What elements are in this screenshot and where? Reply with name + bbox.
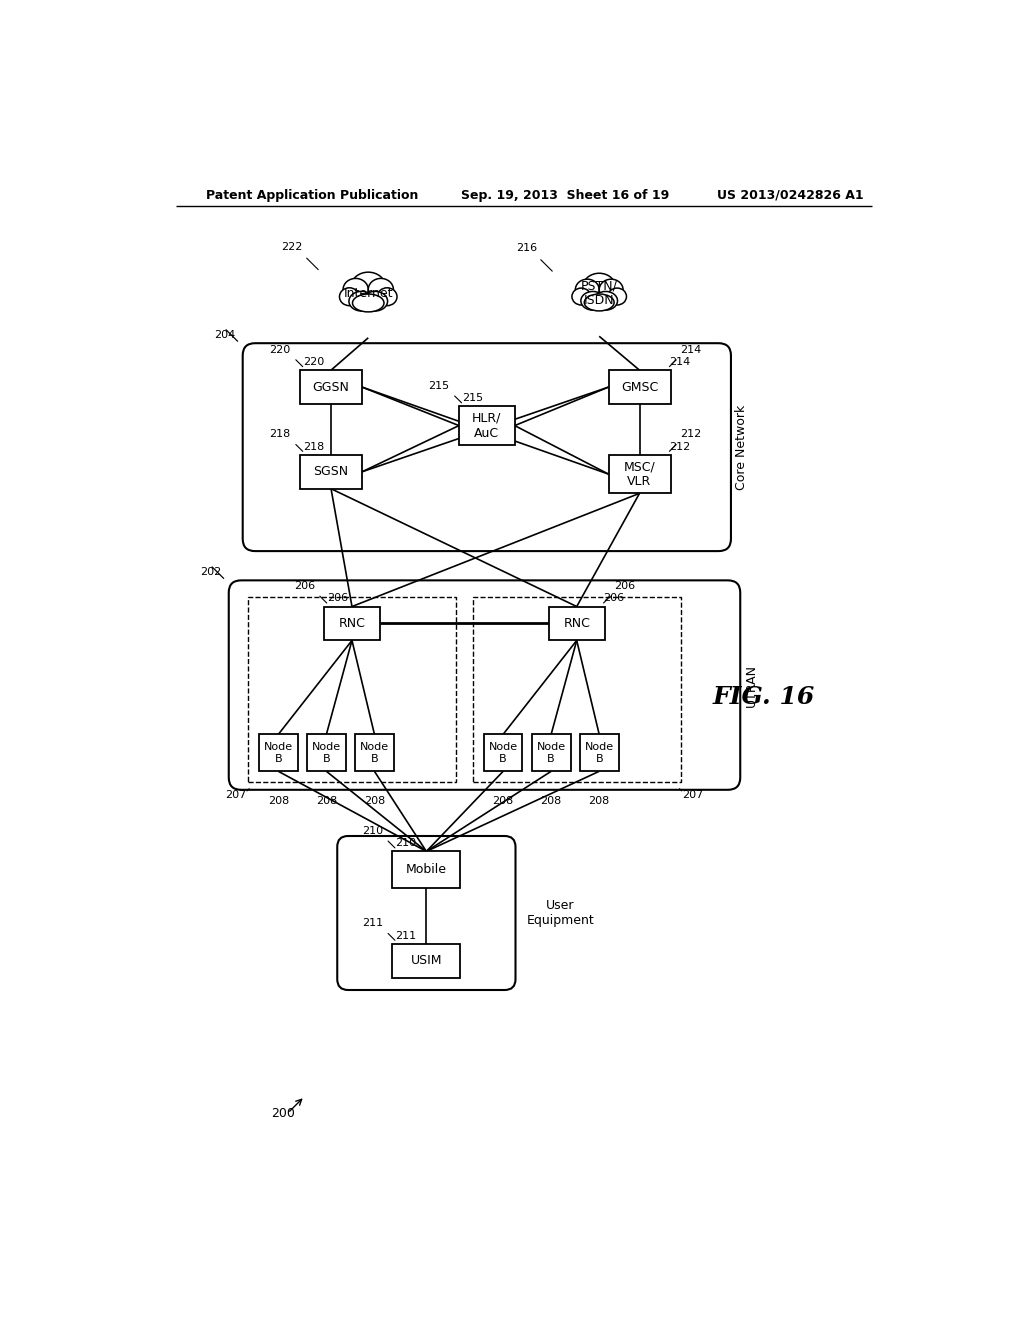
Text: 206: 206 bbox=[614, 581, 635, 591]
Text: US 2013/0242826 A1: US 2013/0242826 A1 bbox=[717, 189, 863, 202]
Text: Node
B: Node B bbox=[359, 742, 389, 764]
Bar bbox=[580, 734, 618, 771]
Text: Core Network: Core Network bbox=[735, 404, 749, 490]
Text: 216: 216 bbox=[516, 243, 538, 253]
Bar bbox=[531, 734, 570, 771]
Text: 200: 200 bbox=[271, 1106, 295, 1119]
Ellipse shape bbox=[581, 292, 605, 310]
Ellipse shape bbox=[594, 292, 617, 310]
Ellipse shape bbox=[377, 288, 397, 306]
Text: 212: 212 bbox=[669, 442, 690, 451]
Text: 211: 211 bbox=[361, 919, 383, 928]
Ellipse shape bbox=[352, 294, 384, 312]
Text: UTRAN: UTRAN bbox=[744, 664, 758, 706]
Ellipse shape bbox=[369, 279, 393, 301]
Text: 202: 202 bbox=[200, 568, 221, 577]
Text: 212: 212 bbox=[680, 429, 701, 440]
Bar bbox=[483, 734, 522, 771]
Text: 210: 210 bbox=[395, 838, 417, 849]
Text: 206: 206 bbox=[603, 594, 625, 603]
Text: 208: 208 bbox=[541, 796, 562, 807]
Text: 206: 206 bbox=[294, 581, 314, 591]
Text: 206: 206 bbox=[328, 594, 348, 603]
Text: 207: 207 bbox=[225, 789, 247, 800]
Text: 204: 204 bbox=[214, 330, 234, 341]
Text: 218: 218 bbox=[269, 429, 291, 440]
Text: RNC: RNC bbox=[563, 616, 590, 630]
Text: 208: 208 bbox=[267, 796, 289, 807]
Text: Mobile: Mobile bbox=[406, 863, 446, 876]
Text: PSTN/
ISDN: PSTN/ ISDN bbox=[581, 279, 617, 308]
Text: Node
B: Node B bbox=[585, 742, 613, 764]
Text: SGSN: SGSN bbox=[313, 465, 348, 478]
Bar bbox=[300, 455, 362, 488]
Ellipse shape bbox=[572, 288, 591, 305]
Bar bbox=[459, 407, 515, 445]
Text: HLR/
AuC: HLR/ AuC bbox=[472, 412, 502, 440]
Bar bbox=[549, 607, 604, 640]
Bar bbox=[392, 944, 461, 978]
Text: 208: 208 bbox=[315, 796, 337, 807]
Ellipse shape bbox=[607, 288, 627, 305]
Ellipse shape bbox=[349, 292, 374, 312]
Bar bbox=[392, 851, 461, 888]
Ellipse shape bbox=[599, 279, 623, 301]
Bar bbox=[324, 607, 380, 640]
Bar bbox=[307, 734, 346, 771]
Bar bbox=[608, 370, 671, 404]
Text: 211: 211 bbox=[395, 931, 417, 941]
Text: FIG. 16: FIG. 16 bbox=[713, 685, 815, 709]
Text: RNC: RNC bbox=[339, 616, 366, 630]
Text: 210: 210 bbox=[361, 826, 383, 836]
Ellipse shape bbox=[340, 288, 359, 306]
Text: 222: 222 bbox=[281, 242, 302, 252]
Text: 208: 208 bbox=[493, 796, 514, 807]
Bar bbox=[259, 734, 298, 771]
Text: 214: 214 bbox=[669, 358, 690, 367]
Text: 214: 214 bbox=[680, 345, 701, 355]
Text: 220: 220 bbox=[269, 345, 291, 355]
Text: Node
B: Node B bbox=[264, 742, 293, 764]
Text: 220: 220 bbox=[303, 358, 325, 367]
Bar bbox=[608, 455, 671, 494]
Text: Node
B: Node B bbox=[537, 742, 565, 764]
Text: MSC/
VLR: MSC/ VLR bbox=[624, 461, 655, 488]
Bar bbox=[355, 734, 394, 771]
Bar bbox=[473, 598, 681, 781]
Text: 215: 215 bbox=[428, 381, 450, 391]
Ellipse shape bbox=[351, 272, 385, 301]
Text: 215: 215 bbox=[462, 393, 483, 404]
Text: Node
B: Node B bbox=[488, 742, 518, 764]
Text: Patent Application Publication: Patent Application Publication bbox=[206, 189, 418, 202]
Text: User
Equipment: User Equipment bbox=[526, 899, 594, 927]
Ellipse shape bbox=[362, 292, 387, 312]
Bar bbox=[248, 598, 456, 781]
Ellipse shape bbox=[575, 279, 599, 301]
Text: 208: 208 bbox=[589, 796, 610, 807]
Ellipse shape bbox=[343, 279, 369, 301]
Ellipse shape bbox=[583, 273, 615, 301]
Text: 218: 218 bbox=[303, 442, 325, 451]
Text: USIM: USIM bbox=[411, 954, 442, 968]
Text: Node
B: Node B bbox=[312, 742, 341, 764]
Ellipse shape bbox=[585, 294, 614, 312]
Text: GGSN: GGSN bbox=[312, 380, 349, 393]
Text: Internet: Internet bbox=[343, 286, 393, 300]
Text: GMSC: GMSC bbox=[621, 380, 658, 393]
Text: 208: 208 bbox=[364, 796, 385, 807]
Text: 207: 207 bbox=[682, 789, 703, 800]
Bar bbox=[300, 370, 362, 404]
Text: Sep. 19, 2013  Sheet 16 of 19: Sep. 19, 2013 Sheet 16 of 19 bbox=[461, 189, 670, 202]
